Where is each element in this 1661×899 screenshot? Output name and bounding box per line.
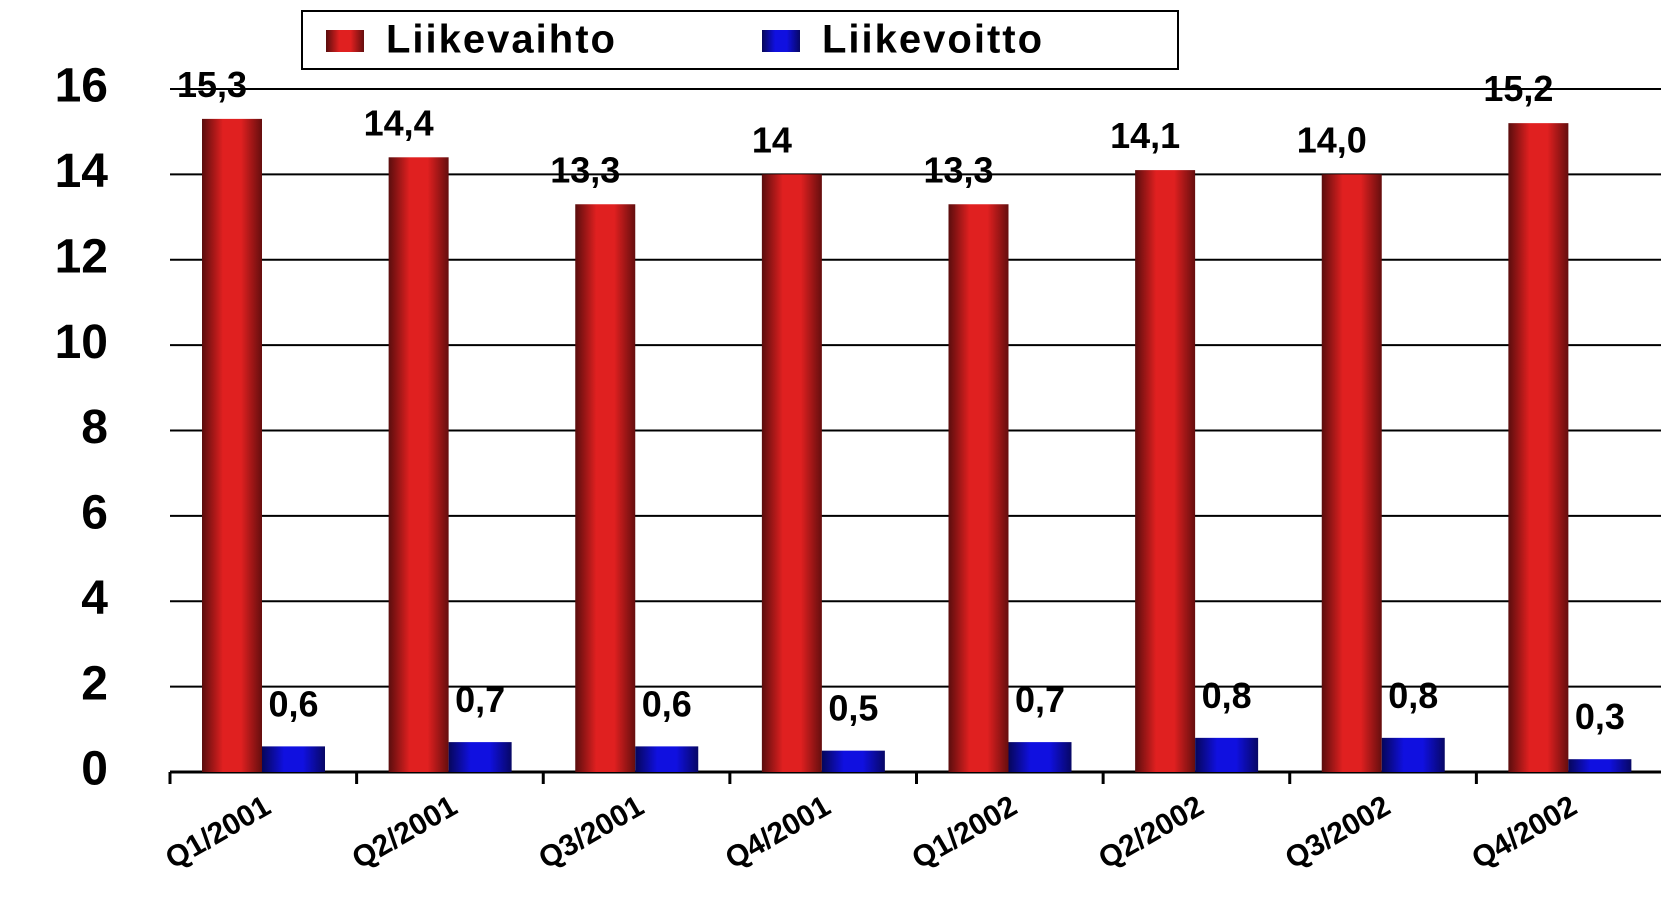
legend-swatch: [326, 30, 364, 52]
x-tick-label: Q4/2001: [720, 789, 836, 875]
value-label: 14: [752, 119, 792, 160]
x-tick-label: Q1/2002: [906, 789, 1022, 875]
bar: [762, 174, 822, 772]
legend-swatch: [762, 30, 800, 52]
value-label: 0,8: [1202, 675, 1252, 716]
y-tick-label: 2: [81, 657, 108, 710]
bar: [389, 157, 449, 772]
value-label: 15,2: [1483, 68, 1553, 109]
bar: [1508, 123, 1568, 772]
bar: [949, 204, 1009, 772]
chart: 0 2 4 6 8 10 12 14 16 Q1/2001 15,3 0,6 Q2/2001 14,4 0,…: [0, 0, 1661, 899]
value-label: 0,7: [455, 679, 505, 720]
legend-label: Liikevoitto: [822, 18, 1044, 62]
bar: [1568, 759, 1631, 772]
value-label: 0,6: [642, 683, 692, 724]
x-tick-label: Q3/2001: [533, 789, 649, 875]
y-tick-label: 14: [55, 145, 109, 198]
value-label: 0,6: [268, 683, 318, 724]
value-label: 0,5: [828, 688, 878, 729]
value-label: 0,3: [1575, 696, 1625, 737]
value-label: 0,8: [1388, 675, 1438, 716]
bar: [1322, 174, 1382, 772]
y-tick-label: 8: [81, 401, 108, 454]
bar: [1135, 170, 1195, 772]
x-tick-label: Q3/2002: [1280, 789, 1396, 875]
y-tick-label: 0: [81, 743, 108, 796]
bar: [262, 746, 325, 772]
value-label: 0,7: [1015, 679, 1065, 720]
x-tick-label: Q2/2001: [347, 789, 463, 875]
x-tick-label: Q1/2001: [160, 789, 276, 875]
x-tick-label: Q4/2002: [1466, 789, 1582, 875]
value-label: 13,3: [923, 149, 993, 190]
bar: [449, 742, 512, 772]
legend-label: Liikevaihto: [386, 18, 617, 62]
bar: [635, 746, 698, 772]
bar: [202, 119, 262, 772]
value-label: 14,4: [364, 102, 434, 143]
value-label: 14,0: [1297, 119, 1367, 160]
y-tick-label: 16: [55, 60, 108, 113]
x-tick-label: Q2/2002: [1093, 789, 1209, 875]
y-tick-label: 12: [55, 230, 108, 283]
value-label: 15,3: [177, 64, 247, 105]
bar: [1382, 738, 1445, 772]
value-label: 13,3: [550, 149, 620, 190]
y-tick-label: 4: [81, 572, 108, 625]
y-tick-label: 10: [55, 316, 108, 369]
bar: [575, 204, 635, 772]
bar: [822, 751, 885, 772]
y-tick-label: 6: [81, 487, 108, 540]
bar: [1195, 738, 1258, 772]
bar: [1009, 742, 1072, 772]
value-label: 14,1: [1110, 115, 1180, 156]
